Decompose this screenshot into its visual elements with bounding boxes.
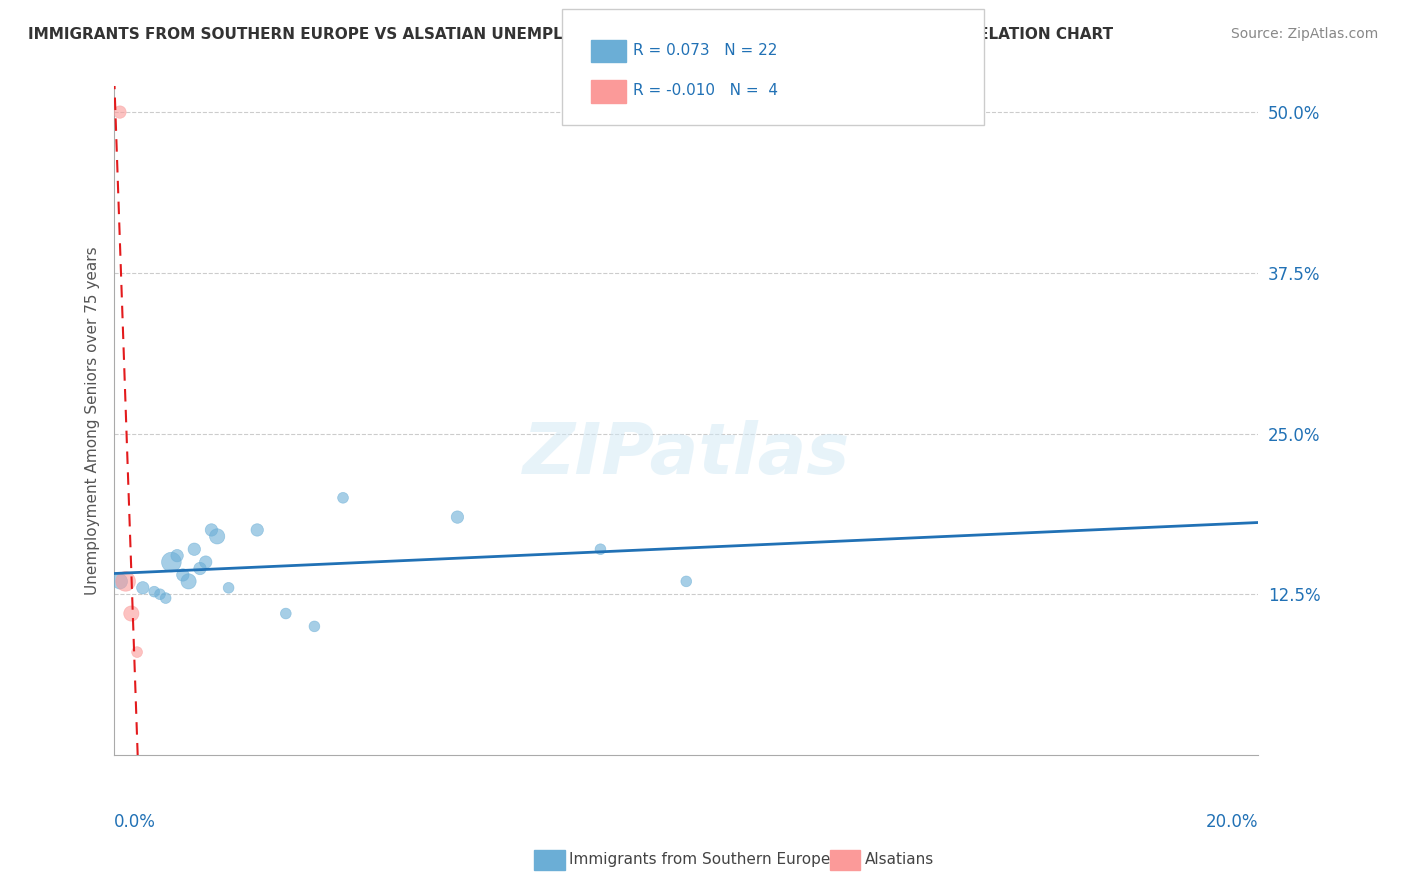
Point — [194, 555, 217, 569]
Point — [125, 645, 148, 659]
Point — [149, 587, 172, 601]
Point — [114, 574, 136, 589]
Point — [120, 607, 142, 621]
Text: IMMIGRANTS FROM SOUTHERN EUROPE VS ALSATIAN UNEMPLOYMENT AMONG SENIORS OVER 75 Y: IMMIGRANTS FROM SOUTHERN EUROPE VS ALSAT… — [28, 27, 1114, 42]
Point — [274, 607, 297, 621]
Point — [246, 523, 269, 537]
Point — [108, 105, 131, 120]
Text: R = 0.073   N = 22: R = 0.073 N = 22 — [633, 44, 778, 58]
Point — [166, 549, 188, 563]
Point — [160, 555, 183, 569]
Point — [188, 561, 211, 575]
Point — [108, 574, 131, 589]
Point — [218, 581, 240, 595]
Point — [200, 523, 222, 537]
Y-axis label: Unemployment Among Seniors over 75 years: Unemployment Among Seniors over 75 years — [86, 246, 100, 595]
Text: Immigrants from Southern Europe: Immigrants from Southern Europe — [569, 853, 831, 867]
Point — [177, 574, 200, 589]
Text: 0.0%: 0.0% — [114, 813, 156, 830]
Text: 20.0%: 20.0% — [1206, 813, 1258, 830]
Point — [332, 491, 354, 505]
Point — [446, 510, 468, 524]
Point — [675, 574, 697, 589]
Text: Alsatians: Alsatians — [865, 853, 934, 867]
Point — [143, 584, 166, 599]
Point — [132, 581, 155, 595]
Text: R = -0.010   N =  4: R = -0.010 N = 4 — [633, 84, 778, 98]
Point — [589, 542, 612, 557]
Text: ZIPatlas: ZIPatlas — [523, 419, 851, 489]
Point — [205, 529, 228, 543]
Text: Source: ZipAtlas.com: Source: ZipAtlas.com — [1230, 27, 1378, 41]
Point — [304, 619, 326, 633]
Point — [172, 568, 194, 582]
Point — [183, 542, 205, 557]
Point — [155, 591, 177, 606]
